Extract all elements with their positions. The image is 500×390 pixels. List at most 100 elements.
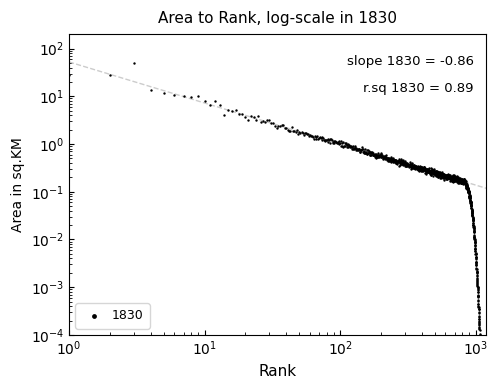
- 1830: [448, 174, 456, 180]
- 1830: [462, 177, 469, 184]
- 1830: [340, 144, 348, 150]
- 1830: [366, 149, 374, 155]
- 1830: [235, 111, 243, 117]
- 1830: [438, 172, 446, 178]
- 1830: [454, 176, 462, 182]
- 1830: [426, 170, 434, 176]
- 1830: [468, 212, 476, 218]
- 1830: [441, 173, 449, 179]
- 1830: [386, 155, 394, 161]
- 1830: [194, 93, 202, 99]
- 1830: [390, 160, 398, 166]
- 1830: [440, 173, 448, 179]
- 1830: [431, 170, 439, 176]
- 1830: [464, 183, 471, 190]
- 1830: [414, 167, 422, 173]
- 1830: [443, 172, 451, 178]
- 1830: [448, 175, 456, 181]
- 1830: [468, 212, 476, 218]
- 1830: [475, 314, 483, 320]
- 1830: [476, 325, 484, 331]
- 1830: [390, 156, 398, 162]
- 1830: [452, 175, 460, 181]
- 1830: [472, 251, 480, 257]
- 1830: [468, 216, 476, 222]
- 1830: [420, 165, 428, 172]
- 1830: [444, 172, 452, 179]
- 1830: [458, 179, 466, 185]
- 1830: [224, 106, 232, 113]
- 1830: [474, 292, 482, 298]
- 1830: [410, 163, 418, 169]
- 1830: [442, 173, 450, 179]
- 1830: [476, 335, 484, 341]
- 1830: [406, 163, 413, 170]
- 1830: [340, 143, 348, 149]
- 1830: [446, 174, 454, 180]
- 1830: [466, 195, 473, 201]
- 1830: [470, 224, 478, 230]
- 1830: [442, 175, 450, 181]
- 1830: [474, 293, 482, 299]
- 1830: [332, 138, 340, 145]
- 1830: [446, 177, 454, 184]
- 1830: [476, 331, 484, 337]
- 1830: [378, 154, 386, 160]
- 1830: [418, 165, 426, 172]
- 1830: [428, 166, 436, 172]
- 1830: [436, 170, 444, 176]
- 1830: [468, 202, 475, 208]
- 1830: [458, 178, 466, 184]
- 1830: [447, 176, 455, 182]
- 1830: [452, 177, 460, 183]
- Text: slope 1830 = -0.86: slope 1830 = -0.86: [347, 55, 474, 68]
- 1830: [474, 297, 482, 303]
- 1830: [456, 179, 464, 185]
- 1830: [476, 332, 484, 338]
- 1830: [328, 137, 336, 143]
- 1830: [386, 156, 394, 162]
- 1830: [244, 117, 252, 123]
- 1830: [304, 131, 312, 137]
- 1830: [345, 142, 353, 149]
- 1830: [462, 183, 470, 189]
- 1830: [402, 162, 409, 168]
- 1830: [463, 185, 471, 191]
- 1830: [428, 170, 436, 176]
- 1830: [436, 170, 444, 176]
- 1830: [392, 157, 400, 163]
- 1830: [466, 200, 474, 206]
- 1830: [334, 139, 342, 145]
- 1830: [411, 164, 419, 170]
- 1830: [406, 161, 414, 167]
- 1830: [382, 156, 390, 163]
- 1830: [398, 158, 406, 164]
- 1830: [436, 172, 444, 178]
- 1830: [450, 175, 458, 181]
- 1830: [413, 164, 421, 170]
- 1830: [388, 156, 396, 162]
- 1830: [476, 342, 484, 348]
- 1830: [460, 179, 468, 185]
- 1830: [466, 193, 473, 199]
- 1830: [329, 140, 337, 147]
- 1830: [456, 177, 464, 184]
- 1830: [426, 165, 434, 171]
- 1830: [449, 174, 457, 180]
- 1830: [348, 144, 356, 151]
- 1830: [442, 175, 450, 181]
- 1830: [468, 212, 476, 218]
- 1830: [454, 178, 462, 184]
- 1830: [394, 158, 402, 164]
- 1830: [414, 166, 422, 172]
- 1830: [452, 177, 460, 183]
- 1830: [424, 167, 432, 174]
- 1830: [382, 154, 390, 160]
- 1830: [476, 327, 484, 333]
- 1830: [384, 158, 392, 164]
- 1830: [392, 160, 400, 167]
- 1830: [473, 270, 481, 276]
- 1830: [368, 150, 376, 156]
- 1830: [474, 284, 482, 291]
- 1830: [446, 174, 454, 180]
